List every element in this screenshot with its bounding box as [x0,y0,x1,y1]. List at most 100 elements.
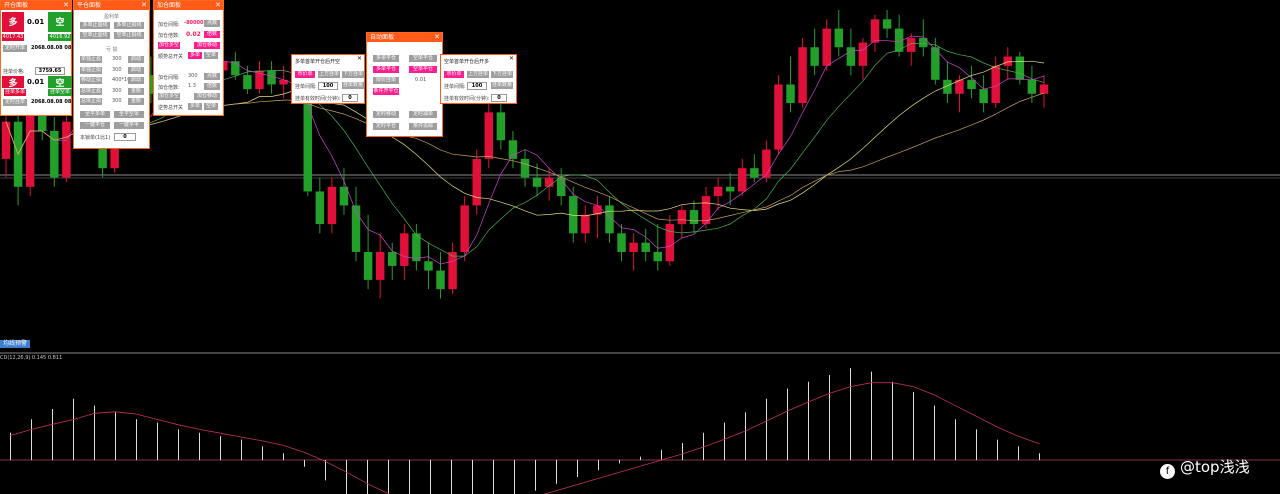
buy-tp-line-button[interactable]: 多单止盈线 [80,22,110,29]
candle-body [762,149,771,178]
auto-btn-9[interactable]: 定时平仓 [373,123,399,130]
candle-body [255,70,264,90]
auto-btn-4[interactable]: 空单平仓 [409,66,437,73]
loss-row-value[interactable]: 300 [112,56,122,62]
candle-body [617,233,626,252]
pending-price-input[interactable]: 3759.65 [35,67,65,75]
close-all-button[interactable]: 一键平仓 [80,122,110,129]
timed-pending-value[interactable]: 2068.08.08 08:08 [31,99,81,105]
gap-count-button[interactable]: 挂单数量 [491,82,513,89]
loss-row-button[interactable]: 单独止损 [80,66,102,74]
gap-input[interactable]: 100 [467,82,487,90]
add2-move-button[interactable]: 加仓移动 [194,93,220,100]
close-panel-title: 平仓面板 ✕ [74,1,149,10]
add-mult-unit[interactable]: 倍数 [204,31,220,38]
add-gap-value[interactable]: -80000 [184,20,204,26]
loss-row-value[interactable]: 300 [112,87,122,94]
pending-sell-order[interactable]: 挂单空单 [48,89,72,96]
close-icon[interactable]: ✕ [63,1,69,9]
open-position-panel: 开仓面板 ✕ 多 0.01 空 4017.43 4016.92 定时开单 2068… [0,0,80,116]
sell-sl-line-button[interactable]: 空单止损线 [114,32,144,39]
add2-long-short-button[interactable]: 加仓多空 [158,93,180,100]
macd-signal-line [10,382,1040,494]
candle-body [774,84,783,150]
loss-row-mode[interactable]: 金额 [128,87,144,95]
valid-time-input[interactable]: 0 [491,94,507,102]
add2-mult-value[interactable]: 1.3 [188,83,196,89]
add2-gap-value[interactable]: 300 [188,73,198,79]
status-tag[interactable]: 均线预警 [0,340,31,348]
auto-btn-3[interactable]: 多单平仓 [373,66,399,73]
add-gap-unit[interactable]: 点数 [204,20,220,27]
buy-sl-line-button[interactable]: 多单止损线 [114,22,144,29]
loss-row-button[interactable]: 总体止盈 [80,87,102,95]
close-icon[interactable]: ✕ [356,55,362,62]
pending-sell-button[interactable]: 空 [48,76,72,89]
add2-mult-unit[interactable]: 倍数 [204,83,220,90]
add-move-button[interactable]: 加仓移动 [194,42,220,49]
add-mult-value[interactable]: 0.02 [186,31,201,38]
tab-market[interactable]: 市价单 [295,71,315,78]
timed-pending-button[interactable]: 定时挂单 [3,99,27,106]
auto-btn-8[interactable]: 定时减单 [409,111,437,118]
auto-btn-6[interactable]: 条件开平仓 [373,88,399,95]
tab-below[interactable]: 下方挂单 [491,71,513,78]
loss-row-value[interactable]: 300 [112,66,122,73]
sell-button[interactable]: 空 [48,12,72,32]
pending-lots[interactable]: 0.01 [27,78,45,86]
gap-count-button[interactable]: 挂单数量 [342,82,364,89]
counter-short-button[interactable]: 空单 [204,103,218,110]
auto-btn-7[interactable]: 定时移动 [373,111,399,118]
tab-above[interactable]: 上方挂单 [467,71,489,78]
auto-btn-2[interactable]: 空单平仓 [409,55,437,62]
loss-row-button[interactable]: 移动止损 [80,77,102,84]
trend-short-button[interactable]: 空单 [204,52,218,59]
tab-below[interactable]: 下方挂单 [342,71,364,78]
loss-row-button[interactable]: 总体止损 [80,98,102,105]
candle-body [339,186,349,206]
auto-btn-10[interactable]: 条件追踪 [409,123,437,130]
loss-row-mode[interactable]: 金额 [128,98,144,105]
loss-row-value[interactable]: 300 [112,98,122,104]
auto-btn-1[interactable]: 多单平仓 [373,55,399,62]
close-icon[interactable]: ✕ [141,1,147,9]
loss-row-mode[interactable]: 启动 [128,77,144,84]
loss-row-mode[interactable]: 启动 [128,66,144,74]
sell-tp-line-button[interactable]: 空单止盈线 [80,32,110,39]
timed-open-value[interactable]: 2068.08.08 08:08 [31,45,81,51]
close-icon[interactable]: ✕ [434,33,440,41]
lots-value[interactable]: 0.01 [27,18,45,26]
close-all-sell-button[interactable]: 全平空单 [114,111,144,118]
close-half-button[interactable]: 一键平半 [114,122,144,129]
pending-buy-button[interactable]: 多 [2,76,24,89]
timed-open-button[interactable]: 定时开单 [3,45,27,52]
auto-lots-value[interactable]: 0.01 [415,77,427,83]
pending-buy-order[interactable]: 挂单多单 [4,89,26,96]
valid-time-input[interactable]: 0 [342,94,358,102]
candle-body [665,224,675,262]
tab-market[interactable]: 市价单 [444,71,464,78]
add-long-short-button[interactable]: 加仓多空 [158,42,180,49]
tab-above[interactable]: 上方挂单 [318,71,340,78]
buy-button[interactable]: 多 [2,12,24,32]
gap-input[interactable]: 100 [318,82,338,90]
candle-body [931,47,940,80]
loss-row-button[interactable]: 单独止盈 [80,56,102,63]
counter-long-button[interactable]: 多单 [188,103,202,110]
candle-body [653,251,662,262]
add2-gap-unit[interactable]: 点数 [204,73,220,80]
auto-btn-5[interactable]: 限价挂单 [373,77,399,84]
close-icon[interactable]: ✕ [508,55,514,62]
candle-body [834,28,844,48]
candle-body [448,251,457,290]
counter-switch-label: 逆势总开关 [158,105,184,111]
candle-body [351,205,361,252]
loss-row-mode[interactable]: 启动 [128,56,144,63]
candle-body [496,112,506,141]
lock-input[interactable]: 0 [114,133,136,141]
loss-row-value[interactable]: 400*100 [112,77,134,83]
buy-first-title: 多单首单开仓后开空 [295,59,341,65]
trend-long-button[interactable]: 多单 [188,52,202,59]
close-all-buy-button[interactable]: 全平多单 [80,111,110,118]
close-icon[interactable]: ✕ [215,1,221,9]
